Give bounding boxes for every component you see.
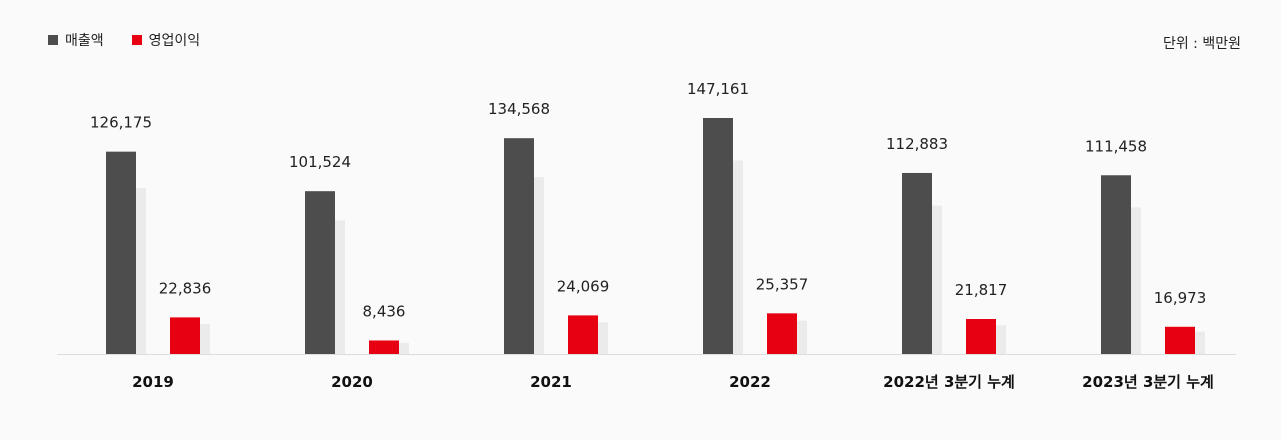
- legend: 매출액 영업이익: [48, 30, 200, 50]
- bar-shadow-revenue: [733, 160, 743, 354]
- bar-shadow-operating_profit: [399, 342, 409, 354]
- bar-operating_profit: [966, 319, 996, 354]
- unit-label: 단위 : 백만원: [1162, 36, 1241, 52]
- category-label: 2020: [331, 373, 373, 391]
- bar-shadow-revenue: [335, 220, 345, 354]
- bar-shadow-operating_profit: [1195, 331, 1205, 354]
- category-label: 2021: [530, 373, 572, 391]
- bar-shadow-revenue: [534, 177, 544, 354]
- bar-revenue: [305, 191, 335, 354]
- value-label-revenue: 111,458: [1085, 137, 1147, 155]
- category-label: 2019: [132, 373, 174, 391]
- bar-revenue: [106, 151, 136, 354]
- value-label-revenue: 134,568: [488, 100, 550, 118]
- bar-shadow-revenue: [136, 188, 146, 354]
- category-label: 2022: [729, 373, 771, 391]
- value-label-operating_profit: 22,836: [159, 279, 212, 297]
- legend-swatch-operating-profit: [131, 35, 142, 45]
- bar-revenue: [1101, 175, 1131, 354]
- bar-shadow-operating_profit: [797, 320, 807, 354]
- legend-label-revenue: 매출액: [65, 33, 104, 49]
- value-label-operating_profit: 24,069: [557, 277, 610, 295]
- category-label: 2022년 3분기 누계: [883, 373, 1015, 391]
- value-label-operating_profit: 8,436: [363, 302, 406, 320]
- bar-revenue: [703, 118, 733, 354]
- value-label-revenue: 126,175: [90, 114, 152, 132]
- bar-shadow-revenue: [1131, 207, 1141, 354]
- bar-shadow-operating_profit: [996, 325, 1006, 354]
- value-label-revenue: 147,161: [687, 80, 749, 98]
- bar-shadow-revenue: [932, 205, 942, 354]
- bar-revenue: [504, 138, 534, 354]
- value-label-operating_profit: 16,973: [1154, 289, 1207, 307]
- legend-label-operating-profit: 영업이익: [148, 33, 201, 49]
- bar-revenue: [902, 172, 932, 354]
- bar-operating_profit: [767, 313, 797, 354]
- legend-swatch-revenue: [48, 35, 58, 45]
- bar-shadow-operating_profit: [200, 323, 210, 354]
- category-label: 2023년 3분기 누계: [1082, 373, 1214, 391]
- value-label-revenue: 101,524: [289, 153, 351, 171]
- value-label-operating_profit: 21,817: [955, 281, 1008, 299]
- bar-shadow-operating_profit: [598, 322, 608, 354]
- bar-operating_profit: [1165, 326, 1195, 354]
- legend-item-revenue: 매출액: [48, 30, 104, 50]
- value-label-operating_profit: 25,357: [756, 275, 809, 293]
- value-label-revenue: 112,883: [886, 135, 948, 153]
- bar-operating_profit: [170, 317, 200, 354]
- legend-item-operating-profit: 영업이익: [131, 30, 201, 50]
- bar-operating_profit: [568, 315, 598, 354]
- bar-operating_profit: [369, 340, 399, 354]
